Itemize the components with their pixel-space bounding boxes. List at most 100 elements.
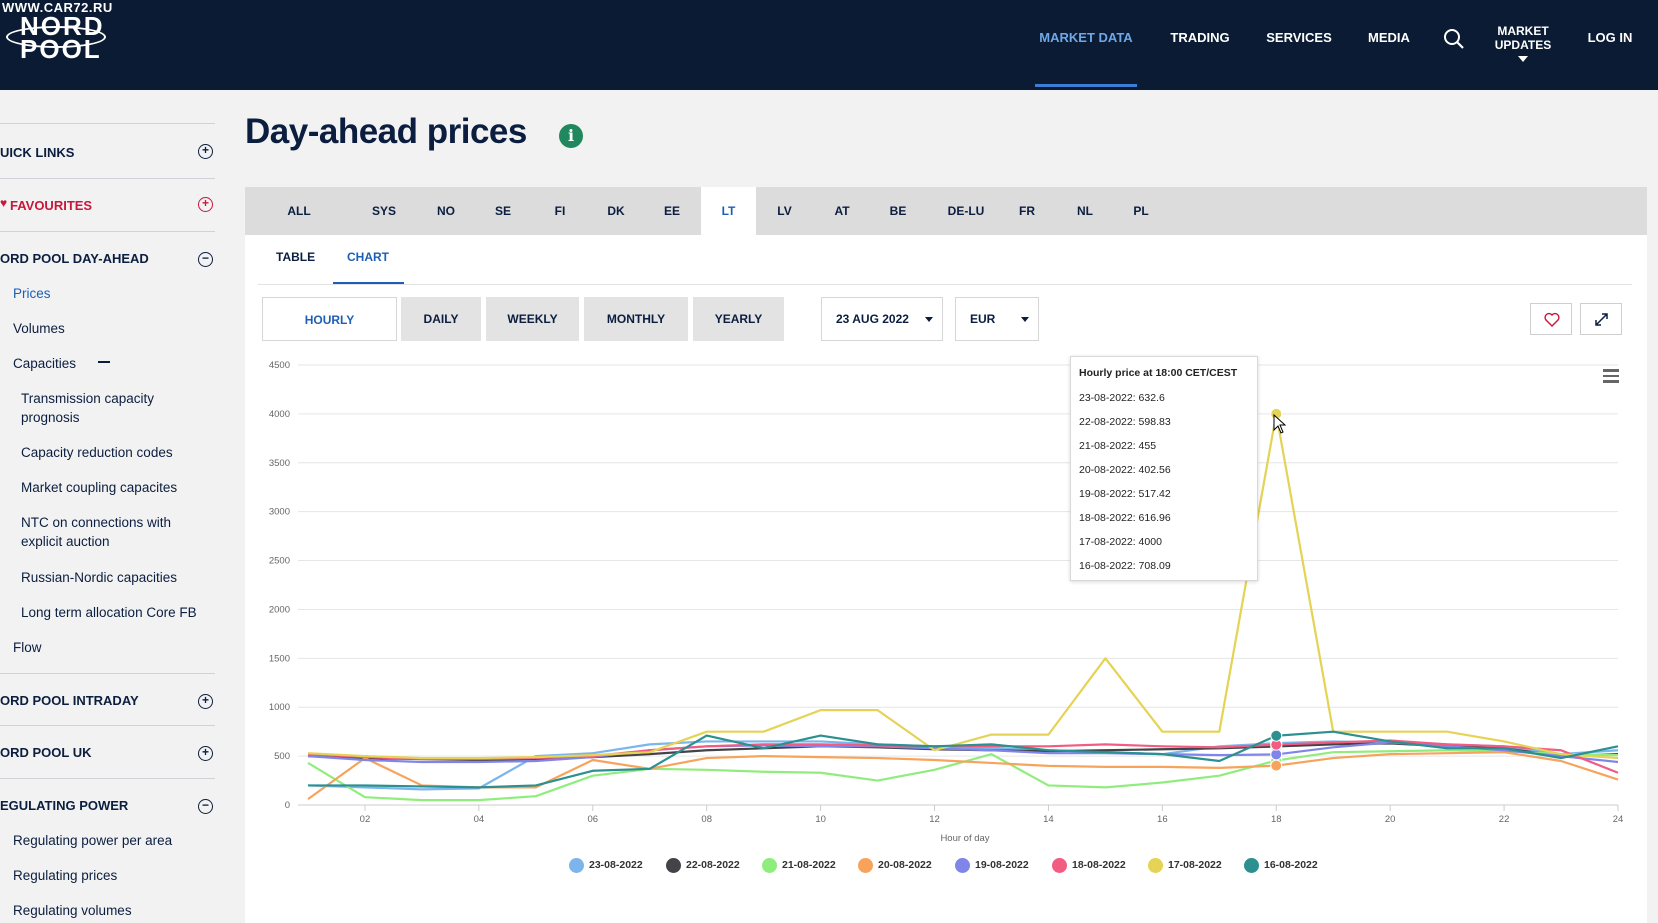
sidebar-divider [0, 123, 215, 124]
sidebar-item-transmission-capacity[interactable]: Transmission capacity prognosis [21, 391, 155, 425]
login-link[interactable]: LOG IN [1587, 30, 1633, 45]
sidebar-item-market-coupling[interactable]: Market coupling capacites [21, 480, 178, 495]
sidebar-divider [0, 778, 215, 779]
collapse-capacities-icon[interactable] [98, 361, 110, 363]
legend-swatch[interactable] [1052, 858, 1067, 873]
expand-uk-icon[interactable]: + [198, 746, 213, 761]
legend-item[interactable]: 22-08-2022 [686, 859, 740, 871]
search-icon[interactable] [1443, 28, 1465, 50]
resolution-yearly-button[interactable]: YEARLY [693, 297, 784, 341]
sidebar-item-prices[interactable]: Prices [13, 286, 51, 301]
sidebar-intraday[interactable]: ORD POOL INTRADAY [0, 693, 139, 708]
sidebar-item-regulating-volumes[interactable]: Regulating volumes [13, 903, 132, 918]
heart-icon: ♥ [0, 196, 8, 210]
legend-swatch[interactable] [1244, 858, 1259, 873]
expand-favourites-icon[interactable]: + [198, 197, 213, 212]
logo-overlay-oval [6, 26, 106, 48]
heart-outline-icon [1544, 312, 1560, 327]
area-tab-pl[interactable]: PL [1133, 204, 1149, 218]
logo-line-2: POOL [20, 34, 102, 64]
nord-pool-logo[interactable]: NORD POOL [6, 13, 116, 64]
sidebar-divider [0, 725, 215, 726]
legend-item[interactable]: 17-08-2022 [1168, 859, 1222, 871]
legend-swatch[interactable] [569, 858, 584, 873]
legend-swatch[interactable] [955, 858, 970, 873]
sidebar-day-ahead[interactable]: ORD POOL DAY-AHEAD [0, 251, 149, 266]
watermark: WWW.CAR72.RU [2, 0, 113, 15]
area-tab-de-lu[interactable]: DE-LU [947, 204, 985, 218]
legend-item[interactable]: 19-08-2022 [975, 859, 1029, 871]
area-tab-dk[interactable]: DK [607, 204, 625, 218]
sidebar-divider [0, 673, 215, 674]
area-tab-se[interactable]: SE [494, 204, 511, 218]
resolution-weekly-button[interactable]: WEEKLY [486, 297, 579, 341]
market-updates-menu[interactable]: MARKET UPDATES [1488, 24, 1558, 62]
tab-table[interactable]: TABLE [276, 250, 316, 264]
expand-icon [1595, 313, 1608, 326]
expand-quick-links-icon[interactable]: + [198, 144, 213, 159]
legend-item[interactable]: 18-08-2022 [1072, 859, 1126, 871]
area-tab-fr[interactable]: FR [1019, 204, 1035, 218]
tooltip-row: 17-08-2022: 4000 [1079, 536, 1162, 548]
tooltip-row: 23-08-2022: 632.6 [1079, 392, 1165, 404]
sidebar-item-russian-nordic[interactable]: Russian-Nordic capacities [21, 570, 178, 585]
area-tab-fi[interactable]: FI [554, 204, 566, 218]
collapse-day-ahead-icon[interactable]: − [198, 252, 213, 267]
sidebar-regulating-power[interactable]: EGULATING POWER [0, 798, 129, 813]
page-title: Day-ahead prices [245, 112, 527, 151]
legend-swatch[interactable] [858, 858, 873, 873]
nav-trading[interactable]: TRADING [1170, 30, 1230, 45]
currency-select-value: EUR [970, 312, 996, 326]
date-select[interactable]: 23 AUG 2022 [821, 297, 943, 341]
legend-swatch[interactable] [762, 858, 777, 873]
sidebar-quick-links[interactable]: UICK LINKS [0, 145, 75, 160]
resolution-daily-button[interactable]: DAILY [401, 297, 481, 341]
legend-item[interactable]: 21-08-2022 [782, 859, 836, 871]
sidebar-item-ntc[interactable]: NTC on connections with explicit auction [21, 515, 172, 549]
nav-active-underline [1035, 84, 1137, 87]
chevron-down-icon [1021, 317, 1029, 322]
fullscreen-button[interactable] [1580, 303, 1622, 335]
sidebar-item-regulating-prices[interactable]: Regulating prices [13, 868, 118, 883]
collapse-regulating-icon[interactable]: − [198, 799, 213, 814]
chart-menu-icon[interactable] [1603, 369, 1619, 383]
area-tab-sys[interactable]: SYS [371, 204, 396, 218]
sidebar-item-capacities[interactable]: Capacities [13, 356, 77, 371]
currency-select[interactable]: EUR [955, 297, 1039, 341]
nav-services[interactable]: SERVICES [1266, 30, 1332, 45]
chevron-down-icon [1518, 56, 1528, 62]
legend-item[interactable]: 23-08-2022 [589, 859, 643, 871]
sidebar-divider [0, 231, 215, 232]
favourite-button[interactable] [1530, 303, 1572, 335]
legend-swatch[interactable] [1148, 858, 1163, 873]
tab-chart[interactable]: CHART [347, 250, 389, 264]
area-tab-lv[interactable]: LV [777, 204, 792, 218]
sidebar-item-capacity-reduction[interactable]: Capacity reduction codes [21, 445, 173, 460]
area-tab-all[interactable]: ALL [287, 204, 311, 218]
legend-item[interactable]: 20-08-2022 [878, 859, 932, 871]
nav-media[interactable]: MEDIA [1368, 30, 1410, 45]
tooltip-row: 20-08-2022: 402.56 [1079, 464, 1171, 476]
sidebar-item-volumes[interactable]: Volumes [13, 321, 65, 336]
sidebar-item-long-term-allocation[interactable]: Long term allocation Core FB [21, 605, 197, 620]
area-tab-be[interactable]: BE [889, 204, 907, 218]
sidebar-favourites[interactable]: FAVOURITES [10, 198, 93, 213]
area-tab-ee[interactable]: EE [663, 204, 680, 218]
market-updates-label: MARKET UPDATES [1494, 24, 1552, 52]
info-icon[interactable]: i [559, 124, 583, 148]
legend-item[interactable]: 16-08-2022 [1264, 859, 1318, 871]
expand-intraday-icon[interactable]: + [198, 694, 213, 709]
area-tab-lt[interactable]: LT [701, 187, 756, 235]
legend-swatch[interactable] [666, 858, 681, 873]
sidebar-item-flow[interactable]: Flow [13, 640, 42, 655]
sidebar-item-regulating-power-area[interactable]: Regulating power per area [13, 833, 173, 848]
area-tab-at[interactable]: AT [834, 204, 850, 218]
resolution-hourly-button[interactable]: HOURLY [262, 297, 397, 341]
tooltip-row: 16-08-2022: 708.09 [1079, 560, 1171, 572]
sidebar-uk[interactable]: ORD POOL UK [0, 745, 92, 760]
resolution-monthly-button[interactable]: MONTHLY [584, 297, 688, 341]
nav-market-data[interactable]: MARKET DATA [1039, 30, 1133, 45]
panel-divider [258, 284, 1632, 285]
area-tab-no[interactable]: NO [437, 204, 455, 218]
area-tab-nl[interactable]: NL [1077, 204, 1093, 218]
